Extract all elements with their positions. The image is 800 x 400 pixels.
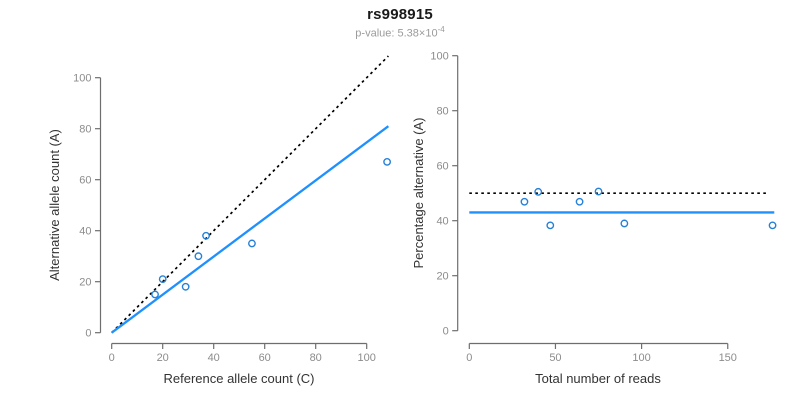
- x-tick-label: 40: [208, 352, 220, 364]
- data-point: [534, 187, 543, 196]
- data-point: [383, 157, 391, 166]
- x-tick-label: 20: [157, 352, 169, 364]
- y-tick-label: 40: [436, 216, 448, 228]
- y-tick-label: 20: [436, 271, 448, 283]
- y-tick-label: 80: [436, 106, 448, 118]
- page-title: rs998915: [367, 6, 433, 23]
- x-tick-label: 150: [719, 352, 737, 364]
- x-tick-label: 80: [310, 352, 322, 364]
- y-tick-label: 0: [443, 326, 449, 338]
- data-point: [594, 187, 603, 196]
- pvalue-exponent: -4: [437, 25, 445, 34]
- data-point: [620, 219, 629, 228]
- y-tick-label: 40: [79, 226, 91, 238]
- allele-count-plot: 0 20 40 60 80 100 0 20 40 60 80 100: [73, 55, 391, 364]
- identity-line: [111, 55, 389, 334]
- data-point: [520, 197, 529, 206]
- data-point: [181, 282, 190, 291]
- y-tick-label: 60: [436, 161, 448, 173]
- x-tick-label: 60: [259, 352, 271, 364]
- x-tick-label: 100: [358, 352, 376, 364]
- data-point: [248, 239, 256, 248]
- x-axis-label-right: Total number of reads: [535, 371, 661, 386]
- data-point: [202, 231, 210, 240]
- y-tick-label: 20: [79, 277, 91, 289]
- x-tick-label: 50: [549, 352, 561, 364]
- y-tick-label: 60: [79, 175, 91, 187]
- pvalue-subtitle: p-value: 5.38×10-4: [0, 25, 800, 40]
- data-point: [194, 252, 203, 261]
- y-axis-label-right: Percentage alternative (A): [411, 117, 426, 269]
- fit-line: [111, 125, 390, 334]
- data-point: [546, 221, 555, 230]
- data-point: [575, 197, 584, 206]
- y-axis-label-left: Alternative allele count (A): [47, 129, 62, 281]
- x-tick-label: 0: [466, 352, 472, 364]
- y-tick-label: 0: [85, 328, 91, 340]
- y-tick-label: 80: [79, 124, 91, 136]
- y-tick-label: 100: [73, 73, 91, 85]
- data-point: [151, 290, 159, 299]
- pvalue-text: p-value: 5.38×10: [355, 27, 438, 40]
- x-tick-label: 100: [632, 352, 650, 364]
- x-axis-label-left: Reference allele count (C): [163, 371, 315, 386]
- x-tick-label: 0: [109, 352, 115, 364]
- data-point: [768, 221, 777, 230]
- percentage-reads-plot: 0 20 40 60 80 100 0 50 100 150: [430, 51, 777, 364]
- y-tick-label: 100: [430, 51, 448, 63]
- data-point: [158, 275, 167, 284]
